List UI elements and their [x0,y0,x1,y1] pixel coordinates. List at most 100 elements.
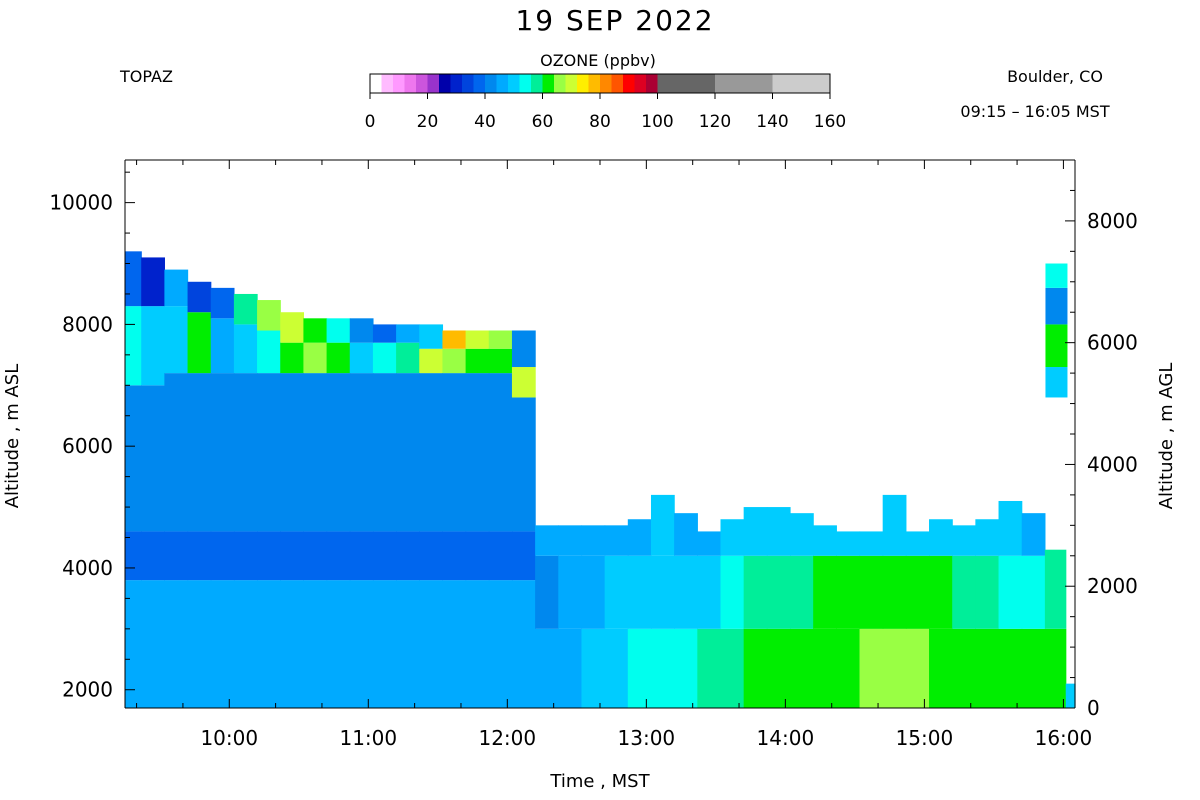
ozone-cell [141,385,165,532]
ozone-cell [998,555,1023,629]
ozone-cell [859,531,884,556]
ozone-cell [372,342,397,374]
time-range-label: 09:15 – 16:05 MST [960,102,1109,121]
colorbar-bin [554,74,566,93]
y-tick-label-right: 8000 [1087,209,1138,233]
ozone-cell [442,330,467,349]
ozone-cell [257,330,281,374]
y-tick-label-right: 2000 [1087,574,1138,598]
ozone-cell [604,525,629,556]
ozone-cell [743,555,768,629]
ozone-cell [465,531,490,581]
ozone-cell [396,531,420,581]
ozone-cell [280,312,305,343]
ozone-cell [674,555,698,629]
ozone-cell [813,525,837,556]
ozone-cell [303,342,328,374]
colorbar-bin [496,74,509,93]
y-axis-label-left: Altitude , m ASL [2,364,23,509]
y-tick-label-left: 6000 [62,434,113,458]
ozone-cell [233,373,258,532]
ozone-cell [882,555,907,629]
ozone-cell [766,507,791,556]
ozone-cell [975,628,1000,708]
colorbar-tick-label: 20 [417,112,439,132]
ozone-cell [303,531,328,581]
ozone-cell [303,373,328,532]
ozone-cell [396,580,420,708]
colorbar-bin [577,74,589,93]
colorbar-bin [393,74,405,93]
y-tick-label-right: 4000 [1087,452,1138,476]
ozone-cell [535,555,559,629]
ozone-cell [743,628,768,708]
ozone-cell [396,324,420,343]
ozone-cell [859,628,884,708]
ozone-cell [210,531,235,581]
axes: 10:00 11:00 12:00 13:00 14:00 15:00 16:00 2000 4… [49,159,1138,750]
ozone-cell [790,513,814,556]
ozone-cell [187,531,212,581]
ozone-cell [998,500,1023,556]
colorbar-bin [565,74,578,93]
ozone-cell [326,373,351,532]
ozone-cell [125,251,142,307]
y-tick-label-left: 2000 [62,678,113,702]
ozone-cell [511,330,536,368]
ozone-cell [280,531,305,581]
ozone-cell [419,373,444,532]
x-tick-label: 16:00 [1035,726,1093,750]
ozone-cell [210,287,235,319]
ozone-cell [349,531,374,581]
station-label: TOPAZ [119,67,173,86]
ozone-cell [720,519,745,556]
ozone-cell [650,494,675,556]
ozone-cell [280,342,305,374]
ozone-cell [442,531,467,581]
plot-area [125,251,1076,708]
ozone-cell [697,628,722,708]
ozone-cell [604,628,629,708]
ozone-cell [233,580,258,708]
ozone-cell [125,531,142,581]
ozone-cell [929,555,953,629]
ozone-cell [349,318,374,343]
ozone-cell [465,330,490,349]
y-tick-label-right: 0 [1087,696,1100,720]
ozone-cell [604,555,629,629]
ozone-cell [372,373,397,532]
ozone-cell [535,628,559,708]
y-tick-label-left: 10000 [49,191,113,215]
colorbar-bin [370,74,382,93]
ozone-cell [581,525,606,556]
location-label: Boulder, CO [1007,67,1103,86]
ozone-cell [720,555,745,629]
colorbar-bin [531,74,543,93]
ozone-cell [836,628,861,708]
ozone-cell [349,580,374,708]
ozone-cell [1065,683,1076,708]
ozone-cell [905,555,930,629]
ozone-cell [257,531,281,581]
ozone-cell [859,555,884,629]
ozone-cell [929,519,953,556]
ozone-cell [257,300,281,331]
colorbar-tick-label: 80 [589,112,611,132]
colorbar-bin [646,74,658,93]
ozone-cell [558,555,583,629]
ozone-cell [396,373,420,532]
ozone-cell [558,525,583,556]
colorbar-bin [473,74,486,93]
ozone-cell [257,580,281,708]
colorbar-bin [519,74,532,93]
colorbar: 0 20 40 60 80 100 120 140 160 [365,73,846,132]
x-tick-label: 15:00 [896,726,954,750]
ozone-cell [790,555,814,629]
ozone-cell [581,555,606,629]
colorbar-bin [772,74,831,93]
ozone-cell [465,580,490,708]
ozone-cell [465,373,490,532]
colorbar-bin [450,74,463,93]
ozone-cell [488,373,513,532]
